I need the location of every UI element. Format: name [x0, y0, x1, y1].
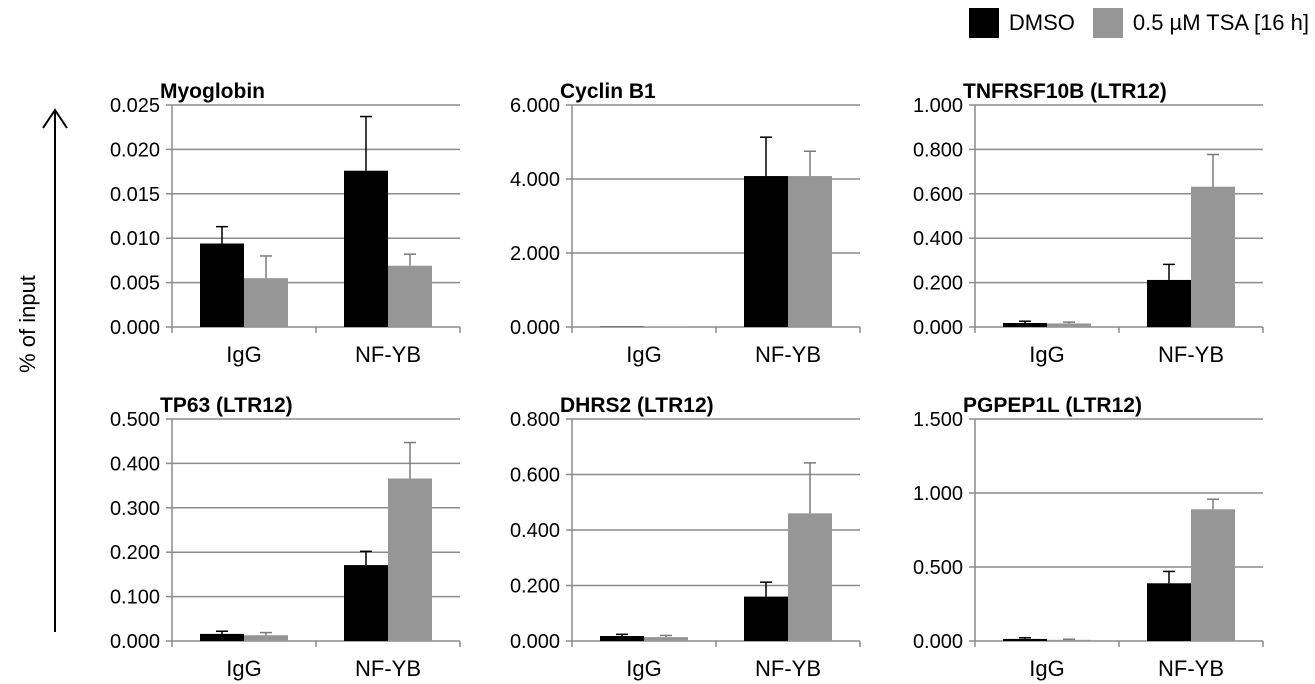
y-tick-label: 0.005: [110, 273, 160, 295]
bar: [1047, 323, 1091, 327]
y-axis-arrow: [42, 108, 68, 632]
y-tick-label: 1.000: [913, 483, 963, 505]
x-tick-label: IgG: [226, 656, 261, 681]
y-tick-label: 0.000: [110, 317, 160, 339]
legend-swatch-tsa: [1092, 8, 1123, 38]
y-tick-label: 2.000: [510, 243, 560, 265]
y-tick-label: 0.400: [510, 520, 560, 542]
bar: [244, 278, 288, 327]
legend-label-dmso: DMSO: [1008, 10, 1075, 35]
bar: [344, 170, 388, 327]
bar: [600, 636, 644, 641]
chart-title: Myoglobin: [160, 80, 265, 103]
y-tick-label: 0.600: [913, 184, 963, 206]
y-tick-label: 0.300: [110, 498, 160, 520]
y-tick-label: 0.600: [510, 465, 560, 487]
x-tick-label: IgG: [1029, 342, 1064, 367]
x-tick-label: IgG: [226, 342, 261, 367]
y-tick-label: 0.500: [913, 557, 963, 579]
y-tick-label: 0.000: [110, 631, 160, 653]
chart-title: Cyclin B1: [560, 80, 656, 103]
x-tick-label: NF-YB: [355, 342, 421, 367]
y-tick-label: 0.800: [510, 409, 560, 431]
legend-swatch-dmso: [968, 8, 999, 38]
x-tick-label: NF-YB: [755, 656, 821, 681]
chart-panel-3: 0.000 0.200 0.400 0.600 0.800 1.000TNFRSF10B …: [913, 80, 1264, 367]
y-tick-label: 6.000: [510, 95, 560, 117]
chart-title: TNFRSF10B (LTR12): [963, 80, 1167, 103]
bar: [788, 176, 832, 327]
legend-item-tsa: 0.5 µM TSA [16 h]: [1092, 8, 1309, 38]
y-tick-label: 4.000: [510, 169, 560, 191]
x-tick-label: IgG: [626, 656, 661, 681]
x-tick-label: NF-YB: [1158, 656, 1224, 681]
bar: [644, 637, 688, 641]
bar: [388, 478, 432, 641]
y-tick-label: 0.400: [110, 453, 160, 475]
legend: DMSO 0.5 µM TSA [16 h]: [951, 8, 1309, 38]
x-tick-label: NF-YB: [1158, 342, 1224, 367]
bar: [788, 513, 832, 641]
bar: [244, 635, 288, 641]
bar: [388, 265, 432, 327]
y-tick-label: 0.200: [913, 273, 963, 295]
bar: [744, 596, 788, 641]
legend-item-dmso: DMSO: [968, 8, 1075, 38]
y-tick-label: 0.015: [110, 184, 160, 206]
y-tick-label: 0.020: [110, 139, 160, 161]
bar: [1147, 279, 1191, 327]
chart-title: PGPEP1L (LTR12): [963, 394, 1142, 417]
y-tick-label: 0.010: [110, 228, 160, 250]
bar: [1191, 186, 1235, 327]
x-tick-label: NF-YB: [355, 656, 421, 681]
bar: [744, 176, 788, 327]
bar: [1003, 323, 1047, 327]
x-tick-label: NF-YB: [755, 342, 821, 367]
y-tick-label: 0.200: [110, 542, 160, 564]
bar: [1147, 583, 1191, 641]
y-tick-label: 1.000: [913, 95, 963, 117]
y-tick-label: 0.200: [510, 576, 560, 598]
y-tick-label: 0.000: [913, 317, 963, 339]
bar: [1003, 638, 1047, 641]
bar: [1191, 509, 1235, 641]
y-tick-label: 1.500: [913, 409, 963, 431]
y-tick-label: 0.400: [913, 228, 963, 250]
y-tick-label: 0.500: [110, 409, 160, 431]
legend-label-tsa: 0.5 µM TSA [16 h]: [1132, 10, 1309, 35]
bar: [200, 633, 244, 641]
chart-title: TP63 (LTR12): [160, 394, 293, 417]
y-tick-label: 0.000: [913, 631, 963, 653]
x-tick-label: IgG: [626, 342, 661, 367]
y-tick-label: 0.000: [510, 317, 560, 339]
bar: [344, 565, 388, 641]
y-tick-label: 0.100: [110, 587, 160, 609]
bar: [200, 243, 244, 327]
x-tick-label: IgG: [1029, 656, 1064, 681]
y-tick-label: 0.800: [913, 139, 963, 161]
chart-title: DHRS2 (LTR12): [560, 394, 714, 417]
y-tick-label: 0.025: [110, 95, 160, 117]
bar: [1047, 639, 1091, 641]
y-tick-label: 0.000: [510, 631, 560, 653]
